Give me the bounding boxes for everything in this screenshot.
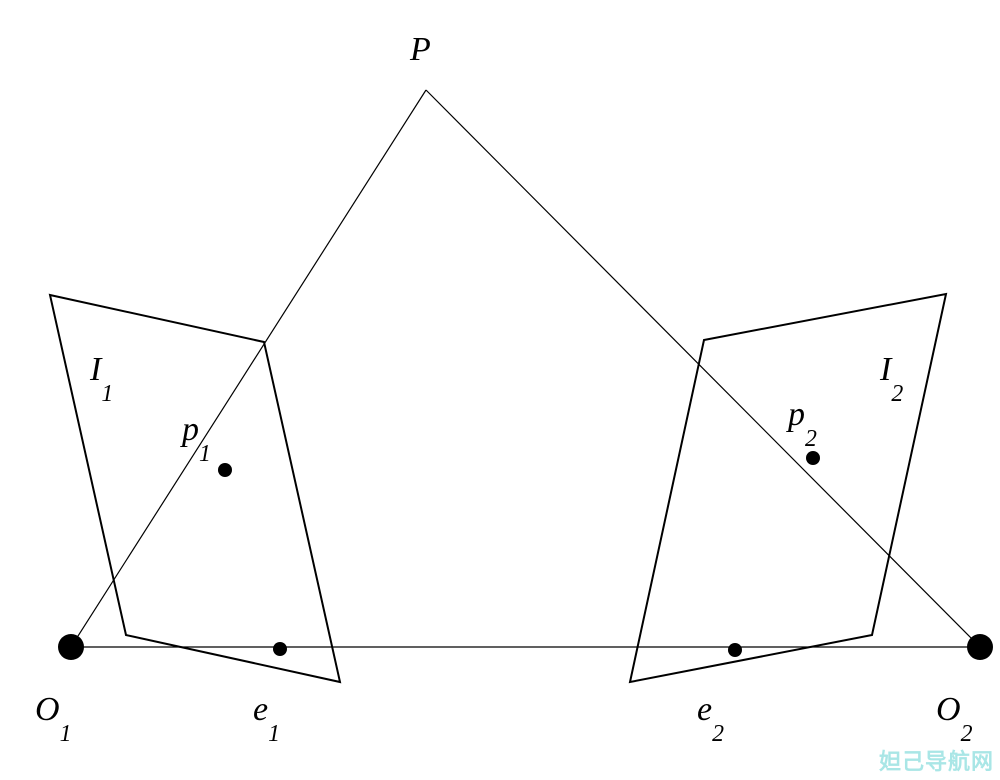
epipole-e2	[728, 643, 742, 657]
epipolar-diagram: P I1 I2 p1 p2 e1 e2 O1 O2	[0, 0, 1000, 780]
label-p2: p2	[786, 396, 817, 452]
camera-center-O2	[967, 634, 993, 660]
label-e2: e2	[697, 691, 724, 747]
epipole-e1	[273, 642, 287, 656]
label-e1: e1	[253, 691, 280, 747]
ray-O2-P	[426, 90, 980, 647]
label-O2: O2	[936, 691, 973, 747]
label-p1: p1	[180, 411, 211, 467]
label-I1: I1	[89, 351, 113, 407]
image-point-p1	[218, 463, 232, 477]
label-O1: O1	[35, 691, 71, 747]
camera-center-O1	[58, 634, 84, 660]
label-P: P	[409, 31, 431, 68]
image-point-p2	[806, 451, 820, 465]
image-plane-I2	[630, 294, 946, 682]
ray-O1-P	[71, 90, 426, 647]
label-I2: I2	[879, 351, 903, 407]
